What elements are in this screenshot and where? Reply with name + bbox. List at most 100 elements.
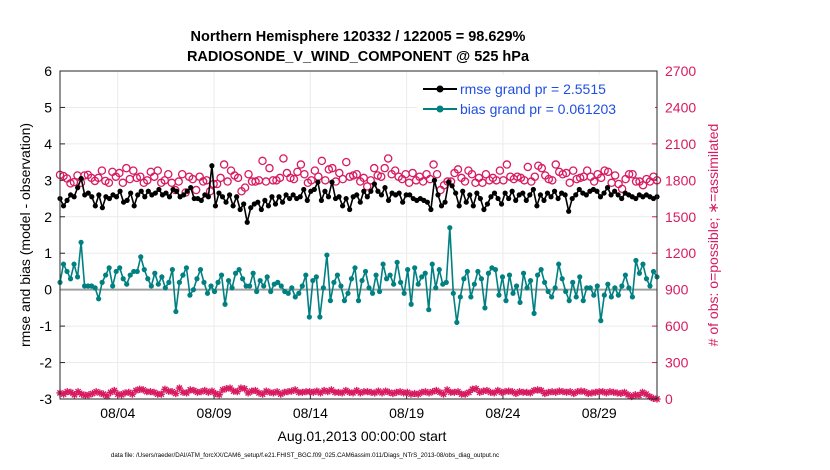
obs-assimilated-point [342,386,350,395]
obs-assimilated-point [201,386,209,395]
bias-point [471,281,477,287]
obs-assimilated-point [306,388,314,396]
bias-point [64,268,70,275]
bias-point [155,281,161,287]
rmse-point [361,188,367,194]
obs-assimilated-point [519,388,527,396]
rmse-point [89,194,95,200]
rmse-point [396,190,402,196]
bias-point [475,268,481,275]
bias-point [257,277,263,284]
bias-point [573,294,579,300]
bias-point [197,267,204,273]
obs-assimilated-point [78,390,86,398]
obs-assimilated-point [483,386,491,395]
bias-point [296,290,302,296]
obs-possible-point [240,183,250,192]
obs-assimilated-point [114,390,122,398]
obs-assimilated-point [244,389,252,397]
bias-point [594,283,600,289]
obs-assimilated-point [385,388,393,396]
obs-assimilated-point [222,385,231,393]
obs-assimilated-point [338,389,346,397]
obs-possible-point [380,163,389,173]
bias-point [264,274,270,280]
rmse-point [541,197,547,203]
bias-point [229,285,235,291]
rmse-point [75,185,81,191]
bias-point [159,274,165,280]
obs-assimilated-point [360,388,368,396]
obs-possible-point [317,156,327,166]
rmse-point [400,199,406,205]
obs-possible-point [104,178,114,188]
obs-assimilated-point [273,388,281,396]
bias-point [162,285,168,291]
obs-assimilated-point [67,388,75,396]
obs-possible-point [603,167,613,177]
rmse-point [138,188,144,194]
bias-point [517,299,523,306]
bias-point [99,279,105,285]
rmse-point [152,190,158,196]
obs-assimilated-point [60,390,68,398]
obs-possible-point [150,172,159,181]
obs-possible-point [300,170,309,179]
obs-possible-point [523,162,533,172]
obs-assimilated-point [63,388,71,396]
legend-box [417,75,655,120]
rmse-point [566,208,572,214]
bias-point [289,285,295,291]
bias-point [499,274,506,280]
obs-assimilated-point [99,390,108,398]
obs-assimilated-point [139,386,147,394]
chart-subtitle: RADIOSONDE_V_WIND_COMPONENT @ 525 hPa [187,49,530,65]
rmse-point [378,192,385,198]
obs-assimilated-point [266,388,274,396]
rmse-point [347,206,353,213]
bias-point [320,285,326,291]
bias-point [647,283,653,289]
obs-assimilated-point [497,388,506,396]
obs-possible-point [118,178,128,188]
obs-assimilated-point [150,388,158,396]
rmse-point [135,192,141,198]
obs-assimilated-point [345,388,354,396]
bias-point [292,294,298,300]
bias-point [524,285,530,291]
rmse-point [96,192,102,198]
bias-point [299,283,305,289]
obs-possible-point [467,170,477,179]
bias-point [478,276,485,282]
bias-point [636,270,643,276]
rmse-point [318,197,325,203]
bias-point [341,298,348,304]
obs-assimilated-point [132,386,140,395]
obs-possible-point [279,154,288,163]
rmse-point [431,177,438,183]
obs-assimilated-point [161,385,169,393]
obs-assimilated-point [240,385,249,393]
rmse-point [502,190,508,196]
obs-assimilated-point [472,385,480,393]
obs-assimilated-point [396,388,404,396]
legend-rmse-label: rmse grand pr = 2.5515 [460,81,606,97]
rmse-point [534,203,540,209]
obs-assimilated-point [143,388,151,396]
rmse-point [594,188,600,194]
bias-point [148,283,154,289]
obs-possible-point [342,157,351,167]
obs-assimilated-point [476,388,484,396]
x-tick-label: 08/14 [293,405,328,421]
y-axis-ticks: -3 -2 -1 0 1 2 3 4 5 6 [40,63,65,407]
obs-possible-point [432,170,442,179]
obs-assimilated-point [107,388,115,396]
obs-assimilated-point [211,389,220,398]
obs-assimilated-point [620,388,629,396]
obs-assimilated-point [418,388,426,396]
bias-point [447,225,453,231]
rmse-point [364,194,370,200]
bias-point [376,288,383,295]
obs-assimilated-point [295,388,303,396]
obs-assimilated-point [237,384,245,392]
